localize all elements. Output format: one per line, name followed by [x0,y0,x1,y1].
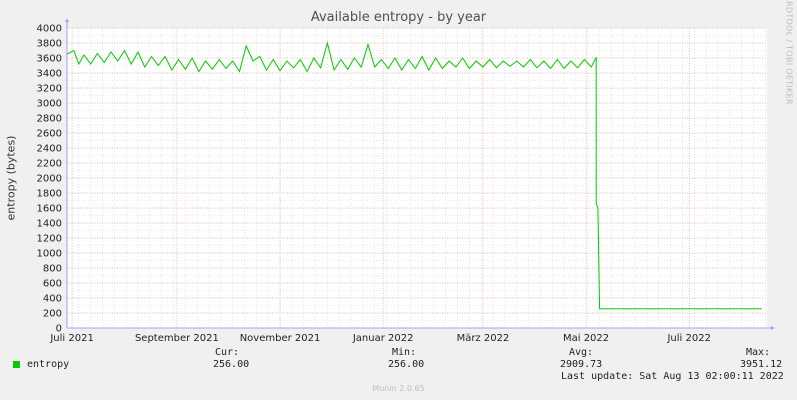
y-tick-label: 3000 [37,99,62,110]
legend-cur-label: Cur: [215,347,240,358]
legend-swatch-entropy [13,361,20,368]
y-tick-label: 0 [56,324,62,335]
x-tick-label: Juli 2021 [49,333,93,344]
y-tick-label: 1400 [37,219,62,230]
y-tick-label: 2600 [37,129,62,140]
series-line-entropy [66,41,762,310]
y-tick-label: 2400 [37,144,62,155]
legend-series-label: entropy [27,359,70,370]
y-tick-label: 600 [43,279,62,290]
x-tick-label: Januar 2022 [352,333,414,344]
y-tick-label: 400 [43,294,62,305]
legend-max-label: Max: [746,347,771,358]
x-tick-label: November 2021 [240,333,321,344]
y-tick-label: 2000 [37,174,62,185]
legend-avg-value: 2909.73 [560,359,603,370]
y-tick-label: 1600 [37,204,62,215]
legend-min-value: 256.00 [388,359,425,370]
y-tick-label: 1000 [37,249,62,260]
legend-max-value: 3951.12 [740,359,783,370]
y-tick-label: 3800 [37,39,62,50]
y-tick-label: 200 [43,309,62,320]
x-tick-label: Mai 2022 [563,333,609,344]
last-update-text: Last update: Sat Aug 13 02:00:11 2022 [561,371,784,382]
chart-title: Available entropy - by year [310,10,487,25]
legend-avg-label: Avg: [569,347,594,358]
munin-version-footer: Munin 2.0.65 [372,384,425,393]
x-axis-arrow [771,326,775,330]
y-tick-label: 3400 [37,69,62,80]
y-tick-label: 800 [43,264,62,275]
x-tick-label: Juli 2022 [666,333,710,344]
y-tick-label: 1800 [37,189,62,200]
y-tick-label: 2200 [37,159,62,170]
legend-cur-value: 256.00 [213,359,250,370]
x-tick-label: März 2022 [457,333,510,344]
y-axis-arrow [65,18,69,22]
x-tick-label: September 2021 [135,333,219,344]
legend-min-label: Min: [392,347,417,358]
y-tick-label: 1200 [37,234,62,245]
y-tick-label: 4000 [37,24,62,35]
y-tick-label: 3600 [37,54,62,65]
y-tick-label: 3200 [37,84,62,95]
y-tick-label: 2800 [37,114,62,125]
